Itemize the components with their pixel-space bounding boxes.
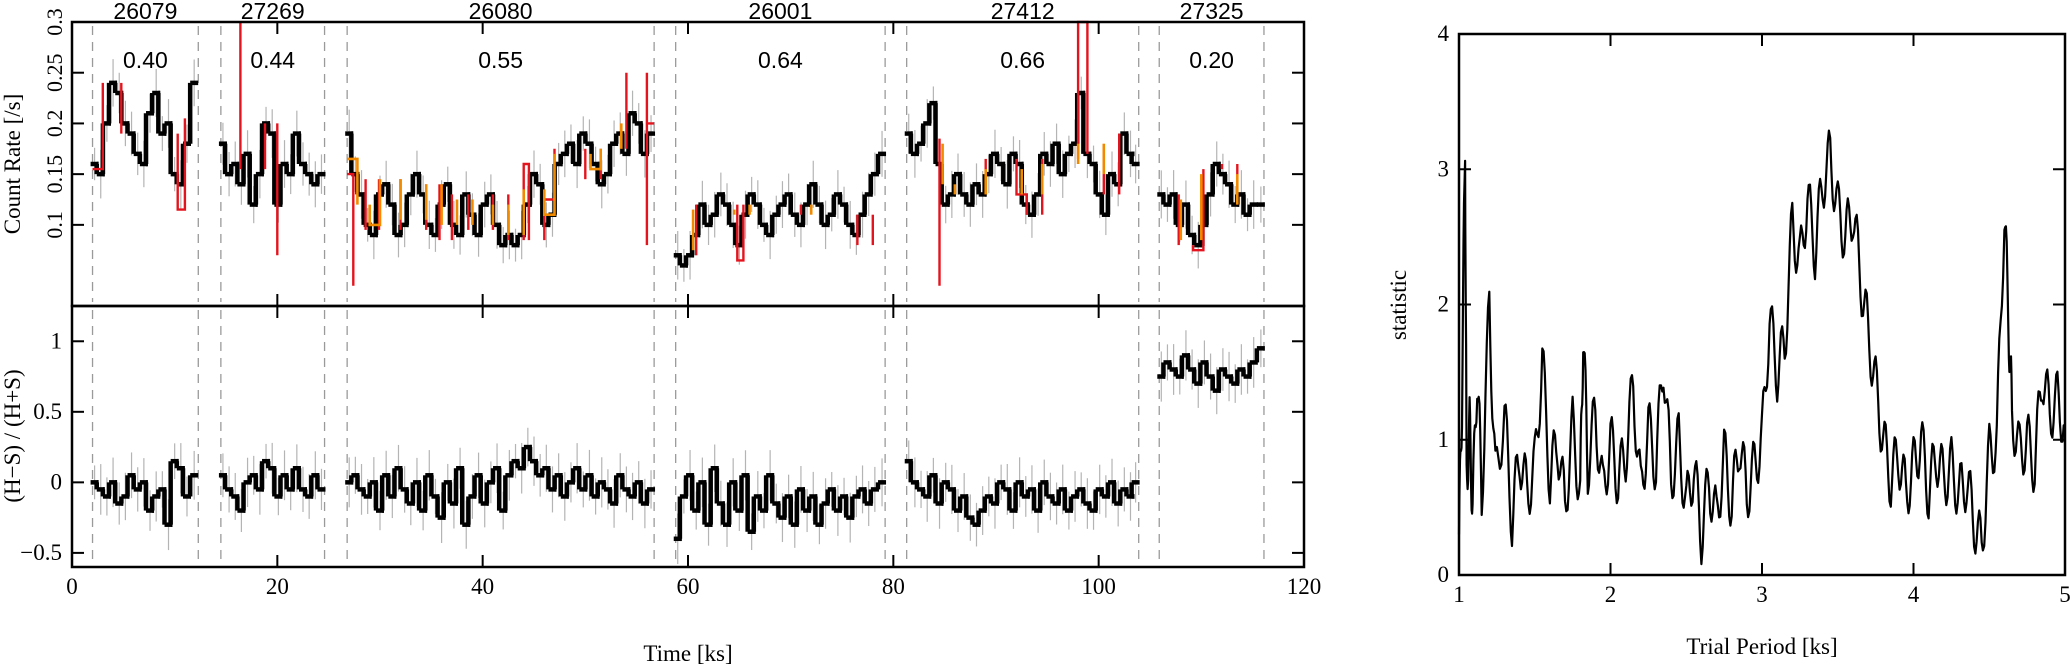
y-tick-label: 0.3: [42, 8, 67, 36]
x-tick-label: 0: [66, 574, 78, 599]
periodogram-ylabel: statistic: [1386, 270, 1411, 340]
y-tick-label: 1: [1438, 427, 1450, 452]
y-tick-label: 0: [51, 469, 63, 494]
periodogram-yticks: 0 1 2 3 4: [1438, 21, 2065, 587]
count-rate-blocks: [92, 20, 1239, 286]
hardness-panel: −0.500.51 0 20 40 60 80 100 120 (H−S) / (H+S) …: [0, 304, 1321, 666]
x-tick-label: 5: [2059, 582, 2070, 607]
obsid-ratio: 0.20: [1189, 47, 1234, 73]
y-tick-label: 0.15: [42, 155, 67, 194]
hardness-xticks: 0 20 40 60 80 100 120: [66, 306, 1321, 599]
x-tick-label: 120: [1287, 574, 1322, 599]
obsid-label: 27325: [1180, 0, 1244, 24]
bayesian-blocks-red: [736, 204, 745, 262]
y-tick-label: 1: [51, 328, 63, 353]
bayesian-blocks-red: [176, 118, 187, 211]
obsid-label: 26001: [748, 0, 812, 24]
obsid-labels: 26079 0.40 27269 0.44 26080 0.55 26001 0.64 2741…: [113, 0, 1243, 73]
bayesian-blocks-red: [347, 172, 355, 286]
y-tick-label: 0.25: [42, 53, 67, 92]
x-tick-label: 60: [677, 574, 700, 599]
obsid-ratio: 0.55: [478, 47, 523, 73]
obsid-ratio: 0.66: [1000, 47, 1045, 73]
periodogram-series: [1457, 129, 2066, 566]
count-rate-yticks: 0.1 0.15 0.2 0.25 0.3: [42, 8, 1304, 239]
obsid-ratio: 0.40: [123, 47, 168, 73]
obsid-label: 26080: [469, 0, 533, 24]
y-tick-label: 2: [1438, 292, 1450, 317]
obsid-label: 27412: [991, 0, 1055, 24]
obsid-ratio: 0.44: [250, 47, 295, 73]
obsid-label: 26079: [113, 0, 177, 24]
bayesian-blocks-orange: [347, 157, 359, 205]
x-tick-label: 3: [1756, 582, 1768, 607]
time-xlabel: Time [ks]: [643, 641, 732, 666]
hardness-ylabel: (H−S) / (H+S): [0, 369, 25, 502]
obsid-ratio: 0.64: [758, 47, 803, 73]
obsid-label: 27269: [241, 0, 305, 24]
periodogram-xlabel: Trial Period [ks]: [1686, 634, 1837, 659]
periodogram-xticks: 1 2 3 4 5: [1453, 34, 2070, 607]
hardness-dividers: [91, 310, 1265, 563]
y-tick-label: 0.2: [42, 110, 67, 138]
bayesian-blocks-red: [645, 72, 655, 246]
y-tick-label: 3: [1438, 156, 1450, 181]
bayesian-blocks-orange: [542, 153, 556, 216]
y-tick-label: 0.5: [33, 399, 62, 424]
bayesian-blocks-orange: [368, 179, 382, 227]
hardness-frame: [70, 304, 1306, 569]
x-tick-label: 40: [471, 574, 494, 599]
x-tick-label: 4: [1908, 582, 1920, 607]
y-tick-label: 0.1: [42, 211, 67, 239]
y-tick-label: 0: [1438, 562, 1450, 587]
count-rate-ylabel: Count Rate [/s]: [0, 94, 25, 235]
count-rate-errorbars: [93, 59, 1262, 282]
x-tick-label: 2: [1605, 582, 1617, 607]
x-tick-label: 20: [266, 574, 289, 599]
x-tick-label: 80: [882, 574, 905, 599]
x-tick-label: 100: [1081, 574, 1116, 599]
y-tick-label: 4: [1438, 21, 1450, 46]
count-rate-panel: 0.1 0.15 0.2 0.25 0.3 26079 0.40 27269 0.44 2608…: [0, 0, 1306, 308]
bayesian-blocks-red: [1191, 169, 1205, 252]
bayesian-blocks-red: [92, 82, 105, 171]
y-tick-label: −0.5: [20, 540, 62, 565]
hardness-series: [90, 346, 1265, 542]
count-rate-xticks: [71, 22, 1305, 306]
statistic-line: [1457, 129, 2066, 566]
hardness-yticks: −0.5 0 0.5 1: [20, 328, 1304, 565]
x-tick-label: 1: [1453, 582, 1465, 607]
bayesian-blocks-orange: [589, 148, 603, 171]
